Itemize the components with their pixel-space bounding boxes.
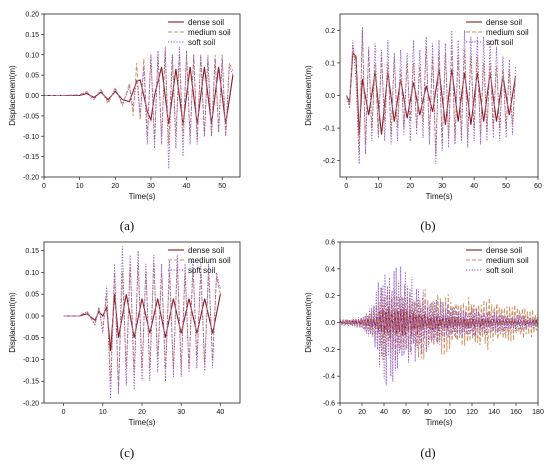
series-line-medium-soil <box>63 263 221 390</box>
panel-label: (a) <box>120 218 134 233</box>
series-line-soft-soil <box>340 266 538 386</box>
legend-label: dense soil <box>188 246 224 255</box>
x-tick-label: 30 <box>438 183 446 190</box>
chart-panel-1: 0 10 20 30 40 50 -0.20 -0.15 -0.10 -0.05 0.00 0.05 0… <box>8 12 241 233</box>
series-group <box>345 26 517 165</box>
y-tick-label: 0.0 <box>325 320 335 327</box>
legend-label: soft soil <box>188 38 215 47</box>
y-tick-label: -0.1 <box>323 126 335 133</box>
y-tick-label: 0.0 <box>325 93 335 100</box>
y-tick-label: -0.15 <box>23 154 39 161</box>
x-tick-label: 20 <box>358 409 366 416</box>
x-tick-label: 80 <box>424 409 432 416</box>
x-tick-label: 40 <box>470 183 478 190</box>
x-tick-label: 50 <box>502 183 510 190</box>
legend-label: medium soil <box>486 28 529 37</box>
x-tick-label: 0 <box>42 183 46 190</box>
y-tick-label: 0.10 <box>25 270 39 277</box>
x-tick-label: 10 <box>76 183 84 190</box>
x-tick-label: 40 <box>183 183 191 190</box>
x-tick-label: 0 <box>344 183 348 190</box>
x-tick-label: 160 <box>510 409 522 416</box>
y-tick-label: 0.15 <box>25 32 39 39</box>
series-line-dense-soil <box>345 51 517 135</box>
x-tick-label: 40 <box>380 409 388 416</box>
y-axis-label: Displacement(m) <box>8 292 17 353</box>
x-tick-label: 10 <box>374 183 382 190</box>
y-tick-label: 0.00 <box>25 313 39 320</box>
panel-label: (c) <box>120 445 134 460</box>
series-group <box>63 246 221 399</box>
y-tick-label: 0.1 <box>325 60 335 67</box>
x-axis-label: Time(s) <box>129 192 156 201</box>
x-tick-label: 0 <box>62 409 66 416</box>
legend-label: dense soil <box>486 18 522 27</box>
y-tick-label: -0.05 <box>23 335 39 342</box>
x-tick-label: 100 <box>444 409 456 416</box>
panel-label: (b) <box>420 218 435 233</box>
legend-label: dense soil <box>188 18 224 27</box>
x-tick-label: 20 <box>406 183 414 190</box>
y-tick-label: -0.2 <box>323 158 335 165</box>
y-tick-label: 0.05 <box>25 73 39 80</box>
y-tick-label: 0.15 <box>25 248 39 255</box>
x-tick-label: 20 <box>138 409 146 416</box>
x-axis-label: Time(s) <box>426 192 453 201</box>
x-tick-label: 30 <box>147 183 155 190</box>
chart-panel-4: 0 20 40 60 80 100 120 140 160 180 -0.6 -0.4 -0.2 0.0 0… <box>304 240 544 461</box>
legend-label: medium soil <box>188 28 231 37</box>
legend-label: soft soil <box>486 266 513 275</box>
panel-label: (d) <box>420 445 435 460</box>
y-tick-label: 0.20 <box>25 12 39 19</box>
x-tick-label: 60 <box>534 183 542 190</box>
series-line-medium-soil <box>345 30 517 155</box>
y-tick-label: 0.2 <box>325 28 335 35</box>
x-tick-label: 0 <box>338 409 342 416</box>
legend-label: soft soil <box>188 266 215 275</box>
x-tick-label: 180 <box>532 409 544 416</box>
series-line-dense-soil <box>63 294 221 351</box>
legend-label: medium soil <box>188 256 231 265</box>
y-tick-label: 0.2 <box>325 293 335 300</box>
y-axis-label: Displacement(m) <box>304 292 313 353</box>
y-tick-label: -0.4 <box>323 374 335 381</box>
y-tick-label: 0.05 <box>25 292 39 299</box>
series-line-soft-soil <box>63 246 221 399</box>
x-tick-label: 140 <box>488 409 500 416</box>
x-tick-label: 40 <box>217 409 225 416</box>
x-axis-label: Time(s) <box>129 418 156 427</box>
chart-panel-2: 0 10 20 30 40 50 60 -0.2 -0.1 0.0 0.1 0.2 Time(s) Dis… <box>304 13 542 233</box>
y-tick-label: -0.20 <box>23 175 39 182</box>
x-tick-label: 10 <box>99 409 107 416</box>
y-tick-label: -0.6 <box>323 401 335 408</box>
y-axis-label: Displacement(m) <box>304 65 313 126</box>
series-line-soft-soil <box>345 26 517 165</box>
y-tick-label: 0.4 <box>325 266 335 273</box>
x-tick-label: 30 <box>177 409 185 416</box>
y-tick-label: -0.10 <box>23 357 39 364</box>
legend-label: soft soil <box>486 38 513 47</box>
x-tick-label: 120 <box>466 409 478 416</box>
y-tick-label: -0.15 <box>23 379 39 386</box>
x-tick-label: 60 <box>402 409 410 416</box>
y-tick-label: 0.00 <box>25 93 39 100</box>
y-tick-label: -0.10 <box>23 134 39 141</box>
x-tick-label: 20 <box>111 183 119 190</box>
legend-label: dense soil <box>486 246 522 255</box>
y-tick-label: 0.6 <box>325 240 335 247</box>
legend-label: medium soil <box>486 256 529 265</box>
y-tick-label: -0.05 <box>23 113 39 120</box>
x-axis-label: Time(s) <box>426 418 453 427</box>
series-group <box>340 266 538 386</box>
series-group <box>44 46 234 169</box>
y-tick-label: -0.2 <box>323 347 335 354</box>
series-line-soft-soil <box>44 46 234 169</box>
y-tick-label: 0.10 <box>25 52 39 59</box>
x-tick-label: 50 <box>218 183 226 190</box>
y-axis-label: Displacement(m) <box>8 65 17 126</box>
y-tick-label: -0.20 <box>23 401 39 408</box>
chart-panel-3: 0 10 20 30 40 -0.20 -0.15 -0.10 -0.05 0.00 0.05 0.1… <box>8 241 241 460</box>
